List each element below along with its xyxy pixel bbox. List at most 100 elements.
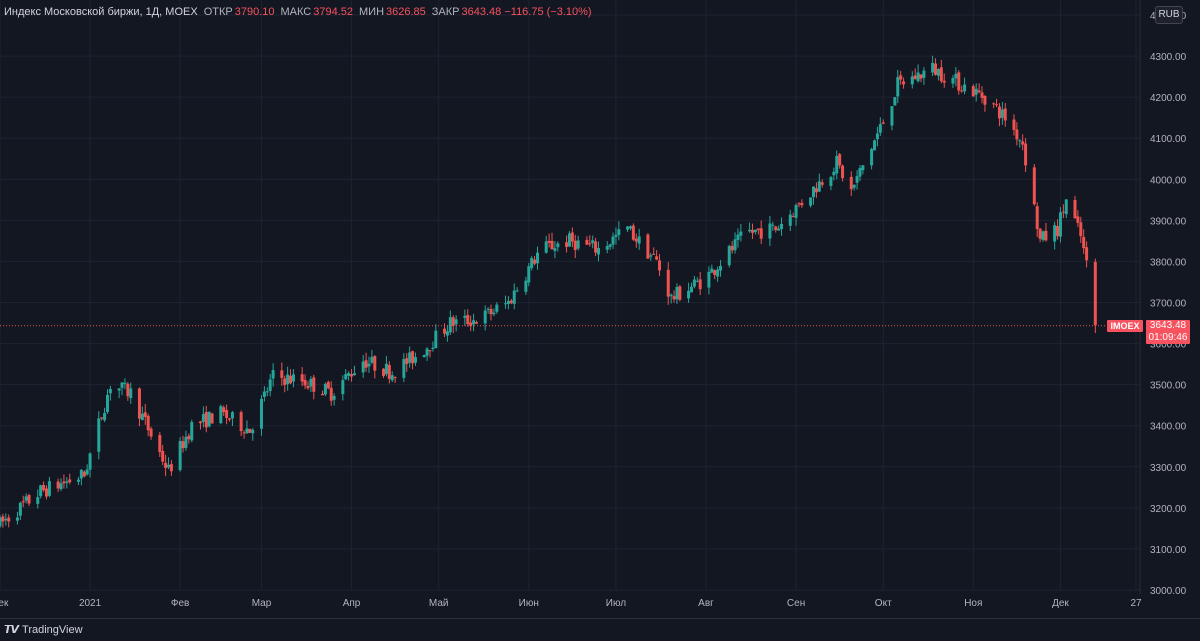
candle-body (855, 176, 859, 183)
candle-body (443, 328, 447, 334)
candle-body (719, 265, 723, 271)
candle-body (39, 485, 43, 497)
candle-body (204, 412, 208, 428)
axes: 3000.00 3100.00 3200.00 3300.00 3400.00 3500.… (0, 0, 1187, 609)
candle-body (550, 240, 554, 250)
candle-body (344, 374, 348, 380)
candle-body (707, 271, 711, 288)
candle-body (248, 428, 252, 433)
candle-body (628, 226, 632, 229)
candle-body (881, 122, 885, 124)
candle-body (306, 385, 310, 389)
candle-body (942, 80, 946, 83)
y-tick-label: 3600.00 (1150, 340, 1187, 351)
candle-body (21, 501, 25, 503)
currency-button[interactable]: RUB (1155, 6, 1183, 24)
candle-body (123, 382, 127, 384)
tradingview-brand-label: TradingView (22, 623, 83, 636)
x-tick-label: Ноя (964, 598, 982, 609)
y-tick-label: 3200.00 (1150, 504, 1187, 515)
candle-body (85, 469, 89, 475)
candle-body (149, 428, 153, 437)
candle-body (870, 149, 874, 166)
candle-body (384, 363, 388, 375)
candle-body (710, 268, 714, 273)
candle-body (634, 238, 638, 242)
candle-body (873, 140, 877, 151)
candle-body (939, 67, 943, 82)
candle-body (780, 223, 784, 230)
candle-body (201, 413, 205, 422)
candle-body (364, 360, 368, 368)
candle-body (370, 356, 374, 363)
y-tick-label: 4300.00 (1150, 52, 1187, 63)
candle-body (957, 72, 961, 91)
candle-body (178, 440, 182, 471)
candle-body (300, 374, 304, 382)
candle-body (733, 239, 737, 251)
candle-body (727, 246, 731, 266)
candle-body (919, 74, 923, 79)
candle-body (861, 165, 865, 171)
candle-body (759, 228, 763, 239)
candle-body (800, 202, 804, 206)
candle-body (890, 106, 894, 126)
candle-body (27, 495, 31, 504)
candle-body (614, 234, 618, 237)
candle-body (393, 377, 397, 379)
candle-body (687, 290, 691, 299)
candle-body (899, 75, 903, 80)
candle-body (382, 368, 386, 376)
candle-body (791, 216, 795, 218)
candle-body (222, 407, 226, 413)
candle-body (756, 228, 760, 231)
legend-title: Индекс Московской биржи, 1Д, MOEX (4, 6, 198, 18)
legend-high-value: 3794.52 (313, 6, 353, 18)
candle-body (910, 76, 914, 85)
candle-body (506, 300, 510, 305)
x-tick-label: Мар (252, 598, 272, 609)
x-tick-label: Май (429, 598, 449, 609)
candle-body (190, 422, 194, 441)
candle-body (658, 260, 662, 271)
candle-body (47, 481, 51, 496)
candle-body (963, 84, 967, 92)
legend-high: МАКС 3794.52 (281, 6, 354, 18)
candle-body (181, 441, 185, 449)
candle-body (411, 351, 415, 364)
candle-body (1024, 143, 1028, 166)
y-tick-label: 3800.00 (1150, 257, 1187, 268)
legend-low-label: МИН (359, 6, 385, 18)
candle-body (286, 374, 290, 385)
candle-body (672, 296, 676, 300)
candle-body (556, 243, 560, 248)
candle-body (265, 391, 269, 393)
candle-body (509, 300, 513, 304)
tradingview-brand[interactable]: 𝙏𝙑 TradingView (4, 623, 83, 637)
candle-body (242, 432, 246, 434)
candle-body (875, 133, 879, 140)
candle-body (320, 393, 324, 396)
legend-change-value: −116.75 (−3.10%) (504, 6, 592, 18)
candle-body (1003, 108, 1007, 121)
candle-body (289, 375, 293, 384)
x-tick-label: Июн (519, 598, 539, 609)
candle-body (591, 240, 595, 244)
candle-body (326, 382, 330, 389)
candle-body (0, 517, 2, 527)
candle-body (387, 365, 391, 379)
candle-body (597, 247, 601, 255)
candle-body (585, 239, 589, 245)
candle-body (1, 516, 5, 522)
candle-body (463, 315, 467, 318)
candle-body (347, 373, 351, 376)
candle-body (1085, 247, 1089, 261)
last-price-label: 3643.48 01:09:46 (1146, 320, 1190, 344)
candles (0, 55, 1097, 529)
candle-body (544, 241, 548, 253)
x-tick-label: Дек (0, 598, 9, 609)
candle-body (637, 236, 641, 244)
y-tick-label: 3400.00 (1150, 422, 1187, 433)
candle-body (262, 391, 266, 397)
